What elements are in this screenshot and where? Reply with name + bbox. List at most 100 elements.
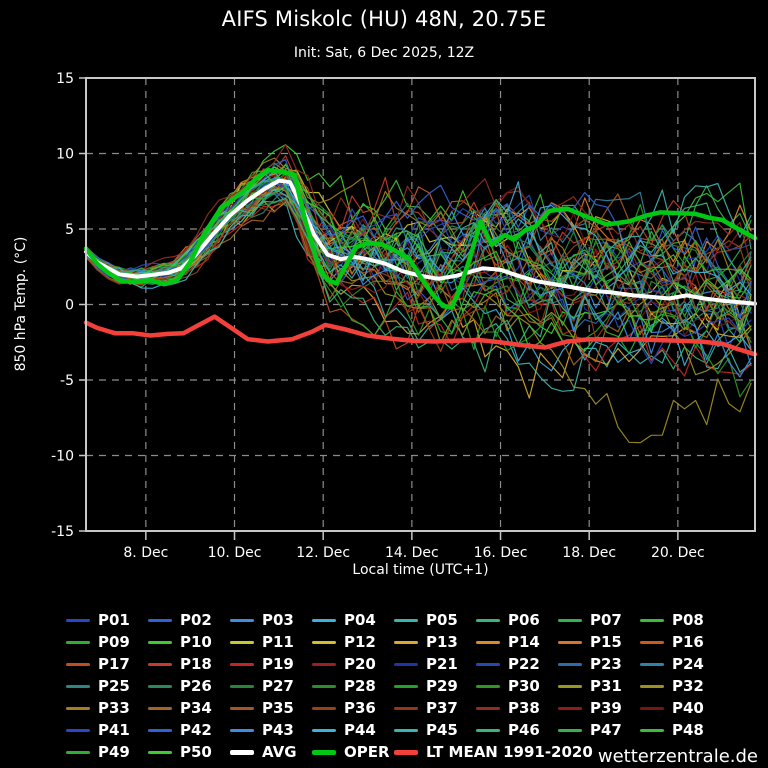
legend-label: P17	[98, 655, 130, 673]
legend-swatch	[312, 706, 336, 710]
legend-item-p10: P10	[148, 633, 230, 651]
legend-swatch	[394, 706, 418, 710]
legend-label: P46	[508, 721, 540, 739]
legend-label: P40	[672, 699, 704, 717]
legend-item-p45: P45	[394, 721, 476, 739]
legend-swatch	[558, 640, 582, 644]
legend-swatch	[148, 640, 172, 644]
legend-label: P15	[590, 633, 622, 651]
x-tick-label: 10. Dec	[208, 545, 262, 561]
legend-item-p21: P21	[394, 655, 476, 673]
legend-item-p32: P32	[640, 677, 722, 695]
watermark: wetterzentrale.de	[597, 746, 758, 767]
x-tick-label: 18. Dec	[562, 545, 616, 561]
y-tick-label: 15	[56, 71, 74, 87]
legend-item-p09: P09	[66, 633, 148, 651]
legend-swatch	[558, 706, 582, 710]
legend: P01 P02 P03 P04 P05 P06 P07 P08 P09 P10 P11 P12 P13 P…	[66, 609, 722, 763]
plot-area: 8. Dec 10. Dec 12. Dec 14. Dec 16. Dec 18. De…	[51, 71, 758, 561]
legend-label: P43	[262, 721, 294, 739]
legend-label: P01	[98, 611, 130, 629]
x-tick-label: 16. Dec	[474, 545, 528, 561]
legend-label: P32	[672, 677, 704, 695]
legend-swatch	[476, 618, 500, 622]
legend-label: P34	[180, 699, 212, 717]
ensemble-member-p50	[85, 166, 752, 352]
legend-item-p23: P23	[558, 655, 640, 673]
legend-swatch	[230, 728, 254, 732]
legend-label: P19	[262, 655, 294, 673]
legend-item-p13: P13	[394, 633, 476, 651]
legend-label: P49	[98, 743, 130, 761]
ensemble-member-p34	[85, 202, 752, 366]
legend-label: P48	[672, 721, 704, 739]
x-tick-label: 12. Dec	[296, 545, 350, 561]
legend-swatch	[230, 618, 254, 622]
legend-label: P10	[180, 633, 212, 651]
legend-swatch	[148, 684, 172, 688]
legend-item-p04: P04	[312, 611, 394, 629]
legend-label: P37	[426, 699, 458, 717]
legend-label: P38	[508, 699, 540, 717]
legend-item-oper: OPER	[312, 743, 394, 761]
legend-swatch	[558, 618, 582, 622]
legend-item-p27: P27	[230, 677, 312, 695]
legend-swatch	[476, 640, 500, 644]
legend-label: P08	[672, 611, 704, 629]
legend-label: P04	[344, 611, 376, 629]
ensemble-member-p18	[85, 155, 752, 274]
legend-label: P44	[344, 721, 376, 739]
legend-label: P16	[672, 633, 704, 651]
legend-label: OPER	[344, 743, 390, 761]
legend-item-p34: P34	[148, 699, 230, 717]
legend-item-p20: P20	[312, 655, 394, 673]
legend-label: P31	[590, 677, 622, 695]
legend-label: P02	[180, 611, 212, 629]
legend-label: P28	[344, 677, 376, 695]
legend-item-p16: P16	[640, 633, 722, 651]
legend-swatch	[394, 618, 418, 622]
legend-item-p38: P38	[476, 699, 558, 717]
plot-frame	[85, 77, 756, 532]
legend-item-p49: P49	[66, 743, 148, 761]
legend-swatch	[476, 684, 500, 688]
legend-item-p07: P07	[558, 611, 640, 629]
legend-label: P11	[262, 633, 294, 651]
legend-item-p02: P02	[148, 611, 230, 629]
legend-label: P05	[426, 611, 458, 629]
legend-label: P12	[344, 633, 376, 651]
legend-item-p33: P33	[66, 699, 148, 717]
legend-swatch	[148, 662, 172, 666]
legend-item-p03: P03	[230, 611, 312, 629]
legend-label: P42	[180, 721, 212, 739]
legend-swatch	[312, 618, 336, 622]
legend-swatch	[66, 618, 90, 622]
legend-label: P39	[590, 699, 622, 717]
y-tick-label: -5	[60, 373, 74, 389]
legend-label: P35	[262, 699, 294, 717]
legend-swatch	[66, 662, 90, 666]
legend-swatch	[640, 684, 664, 688]
legend-swatch	[312, 662, 336, 666]
ensemble-member-p13	[85, 200, 752, 399]
legend-swatch	[312, 728, 336, 732]
legend-label: P50	[180, 743, 212, 761]
legend-label: P18	[180, 655, 212, 673]
legend-label: P47	[590, 721, 622, 739]
legend-swatch	[66, 750, 90, 754]
legend-label: P36	[344, 699, 376, 717]
legend-swatch	[148, 618, 172, 622]
legend-item-p18: P18	[148, 655, 230, 673]
legend-item-p17: P17	[66, 655, 148, 673]
oper-line	[83, 167, 758, 310]
legend-item-p14: P14	[476, 633, 558, 651]
legend-item-p28: P28	[312, 677, 394, 695]
legend-item-p36: P36	[312, 699, 394, 717]
legend-swatch	[230, 662, 254, 666]
x-tick-label: 20. Dec	[651, 545, 705, 561]
legend-label: P24	[672, 655, 704, 673]
legend-swatch	[312, 640, 336, 644]
legend-swatch	[230, 749, 254, 755]
legend-swatch	[66, 728, 90, 732]
